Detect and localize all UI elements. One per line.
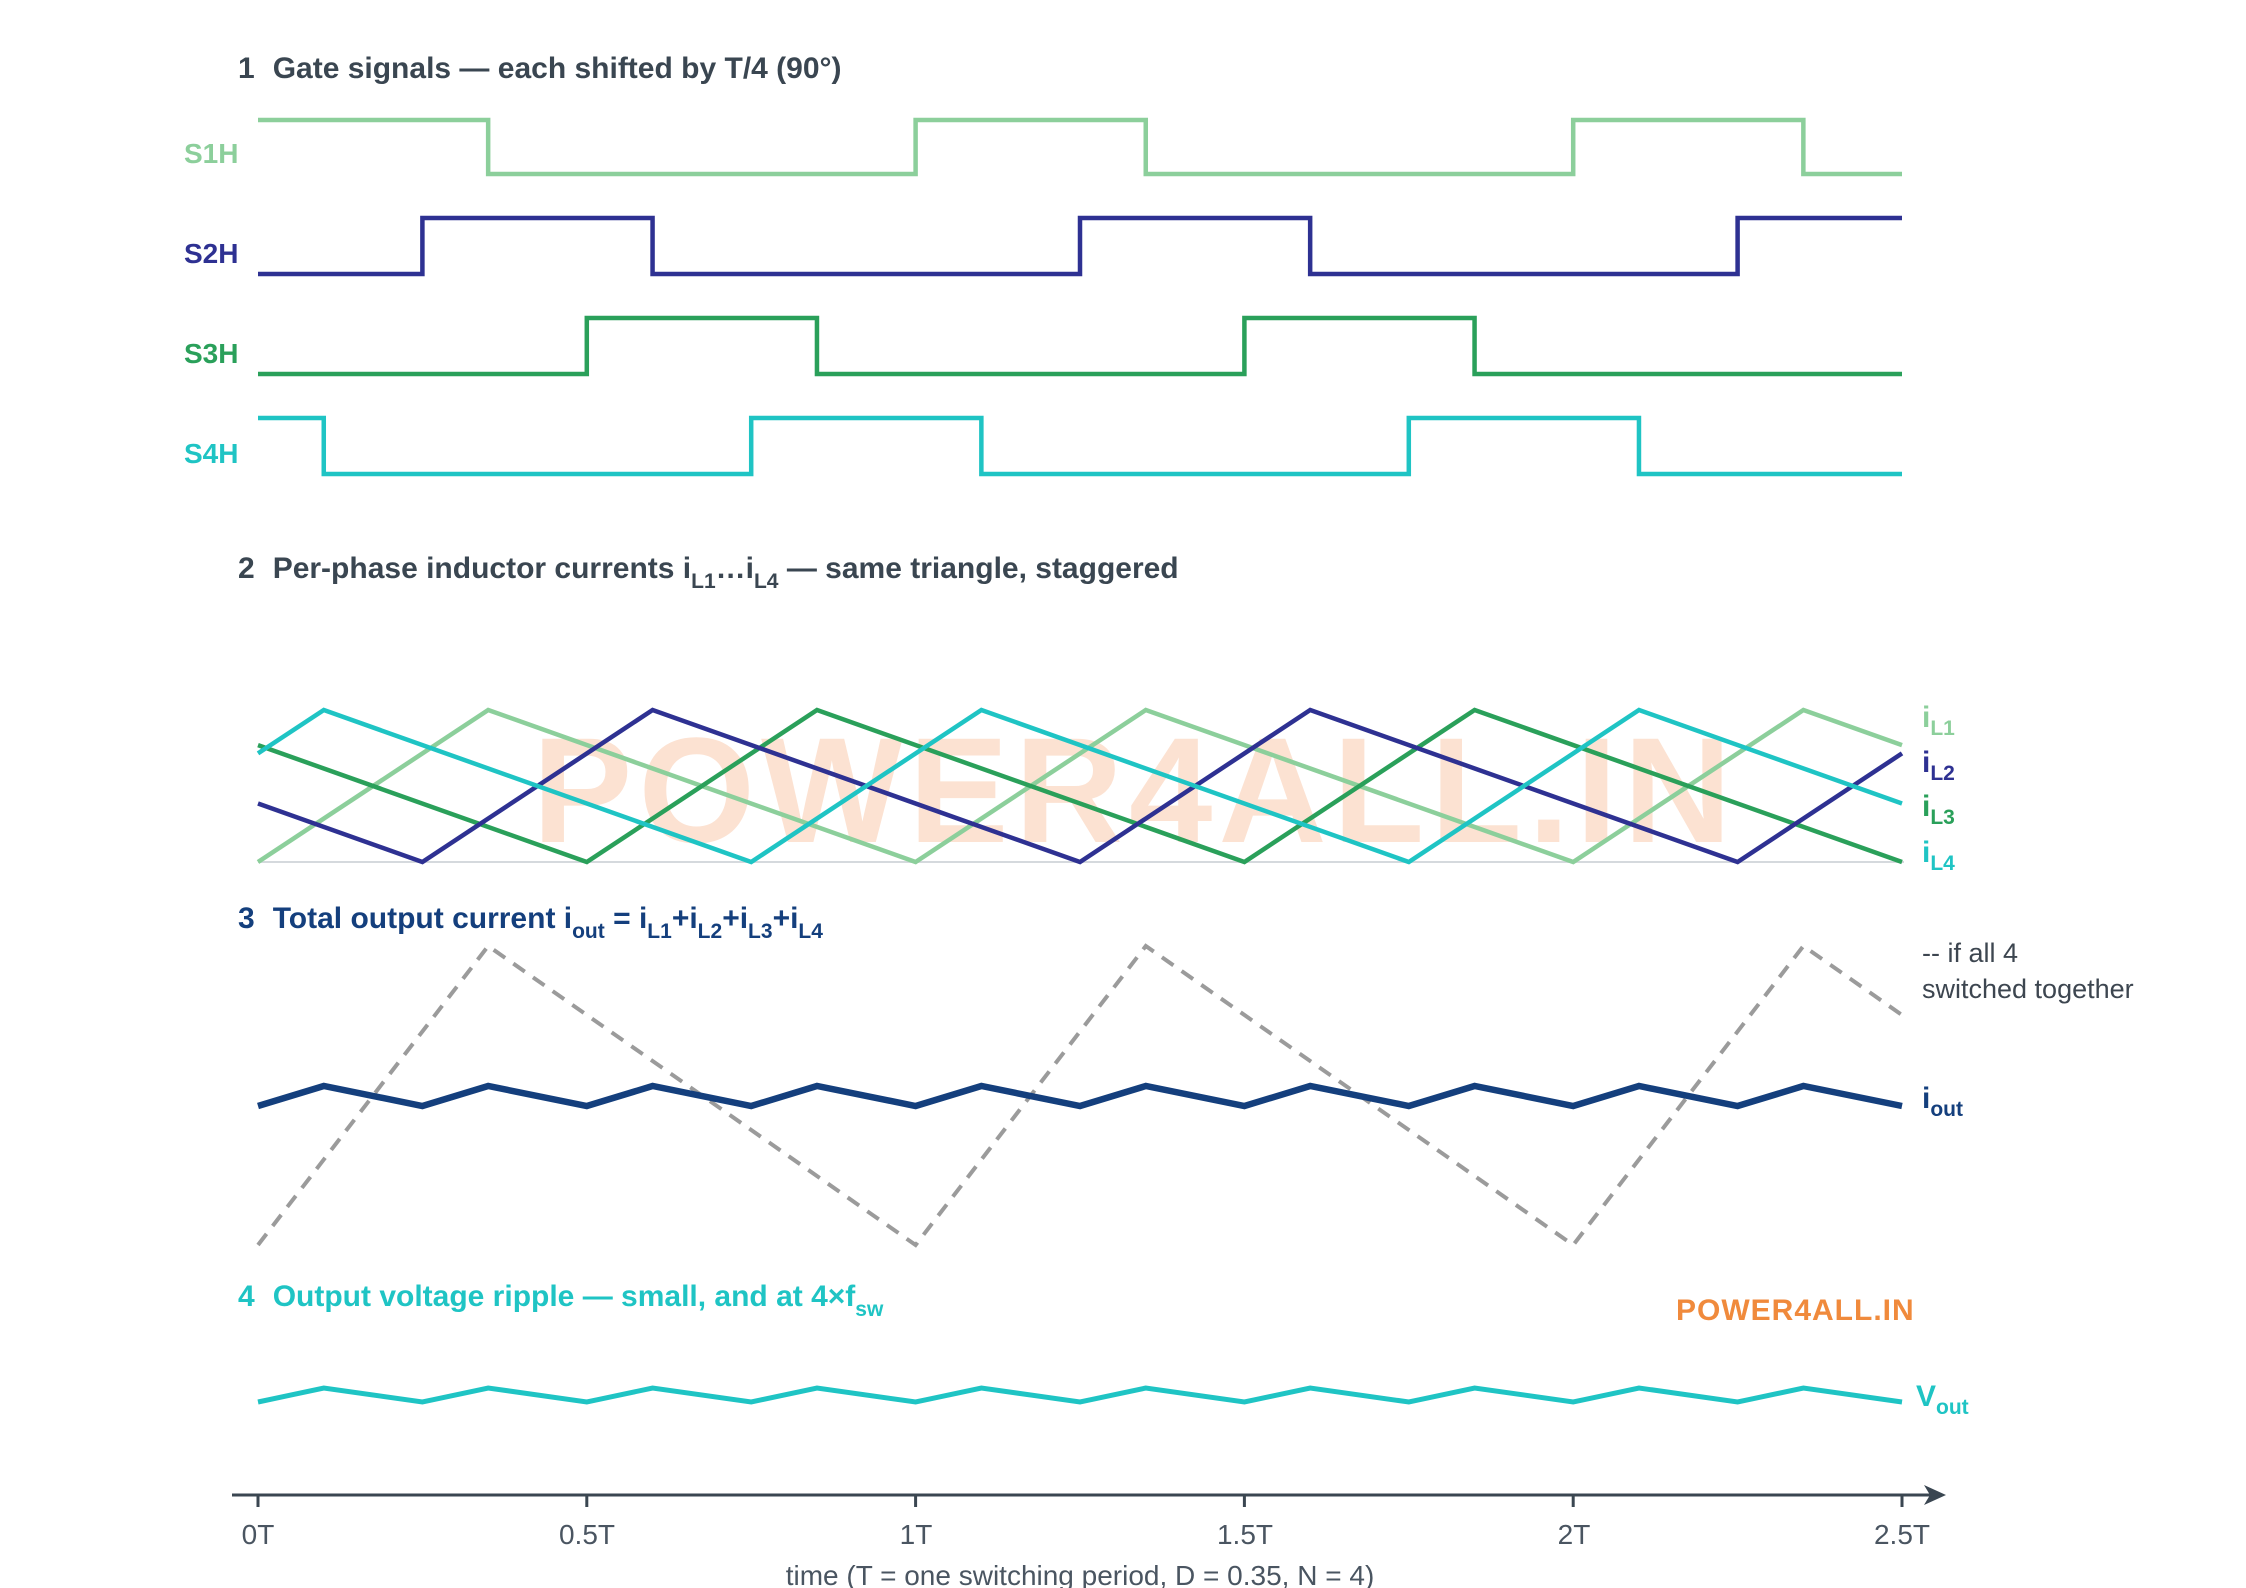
label-il4-main: i [1922,836,1930,869]
label-il1: iL1 [1922,701,1955,740]
gate-label-s1h: S1H [184,138,238,169]
inductor-trace-il2 [257,707,1904,865]
time-axis: 0T 0.5T 1T 1.5T 2T 2.5T time (T = one sw… [232,1485,1946,1588]
brand-logo: POWER4ALL.IN [1676,1294,1915,1327]
section-3-eq: = i [605,902,648,935]
section-1-text: Gate signals — each shifted by T/4 (90°) [273,52,842,85]
ripple-traces [257,1385,1903,1405]
tick-label-2-5t: 2.5T [1874,1519,1930,1550]
section-2-text-a: Per-phase inductor currents i [273,552,691,585]
gate-trace-s2h [258,215,1902,277]
dashed-note-line-2: switched together [1922,974,2134,1004]
label-il4: iL4 [1922,836,1955,875]
inductor-traces [256,707,1904,865]
inductor-trace-il3 [257,707,1903,865]
section-3-plus-3: +i [773,902,799,935]
section-2-number: 2 [238,552,255,585]
label-vout-main: V [1916,1380,1936,1413]
tick-labels: 0T 0.5T 1T 1.5T 2T 2.5T [242,1519,1930,1550]
label-il2-sub: L2 [1930,762,1955,785]
section-3-title: 3 Total output current iout = iL1+iL2+iL3… [238,902,823,943]
tick-label-1-5t: 1.5T [1217,1519,1273,1550]
section-3-term-3: L3 [748,920,773,943]
section-2-text-b: …i [716,552,754,585]
dashed-note-line-1: -- if all 4 [1922,938,2018,968]
gate-labels: S1H S2H S3H S4H [184,138,238,469]
section-3-term-1: L1 [647,920,672,943]
label-iout: iout [1922,1082,1963,1121]
time-axis-arrow [1924,1485,1946,1505]
time-axis-label: time (T = one switching period, D = 0.35… [786,1560,1375,1588]
section-3-plus-1: +i [672,902,698,935]
gate-trace-s1h [258,117,1902,177]
vout-trace [257,1385,1903,1405]
label-vout-sub: out [1936,1396,1969,1419]
section-1-number: 1 [238,52,255,85]
gate-trace-s4h [258,415,1902,477]
inductor-trace-il4 [256,707,1903,865]
label-il3-sub: L3 [1930,806,1955,829]
gate-traces [258,117,1902,477]
label-il3-main: i [1922,790,1930,823]
section-3-text-a: Total output current i [273,902,572,935]
section-2-sub-a: L1 [691,570,716,593]
section-3-number: 3 [238,902,255,935]
label-il2: iL2 [1922,746,1955,785]
gate-label-s3h: S3H [184,338,238,369]
inductor-labels: iL1 iL2 iL3 iL4 [1922,701,1955,875]
dashed-in-phase-trace [256,943,1904,1248]
section-4-number: 4 [238,1280,255,1313]
section-3-sub-out: out [572,920,605,943]
gate-label-s2h: S2H [184,238,238,269]
label-il3: iL3 [1922,790,1955,829]
inductor-trace-il1 [256,707,1903,865]
label-il1-main: i [1922,701,1930,734]
section-4-title: 4 Output voltage ripple — small, and at 4… [238,1280,884,1321]
label-il1-sub: L1 [1930,717,1955,740]
tick-label-2t: 2T [1558,1519,1591,1550]
gate-trace-s3h [258,315,1902,377]
section-2-text-c: — same triangle, staggered [779,552,1179,585]
tick-label-0t: 0T [242,1519,275,1550]
tick-label-1t: 1T [900,1519,933,1550]
section-3-plus-2: +i [722,902,748,935]
total-traces [256,943,1904,1248]
tick-label-0-5t: 0.5T [559,1519,615,1550]
label-il4-sub: L4 [1930,852,1955,875]
section-3-term-4: L4 [798,920,823,943]
iout-trace [257,1082,1903,1110]
gate-label-s4h: S4H [184,438,238,469]
section-2-sub-b: L4 [754,570,779,593]
section-2-title: 2 Per-phase inductor currents iL1…iL4 — s… [238,552,1179,593]
tick-marks [256,1495,1904,1507]
label-iout-sub: out [1930,1098,1963,1121]
label-il2-main: i [1922,746,1930,779]
section-3-term-2: L2 [698,920,723,943]
label-vout: Vout [1916,1380,1969,1419]
section-1-title: 1 Gate signals — each shifted by T/4 (90°… [238,52,842,85]
label-iout-main: i [1922,1082,1930,1115]
section-4-text: Output voltage ripple — small, and at 4×… [273,1280,857,1313]
section-4-sub: sw [855,1298,884,1321]
